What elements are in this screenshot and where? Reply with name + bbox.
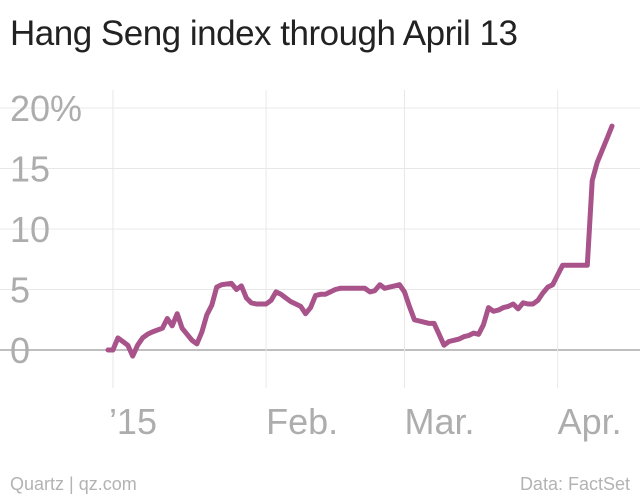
x-tick-label: Mar. <box>404 401 474 442</box>
chart-title: Hang Seng index through April 13 <box>10 14 518 53</box>
axis-tick-labels: 0 5 10 15 20% ’15 Feb. Mar. Apr. <box>10 88 622 442</box>
y-tick-label: 20% <box>10 88 82 129</box>
x-tick-label: Apr. <box>558 401 622 442</box>
series-layer <box>105 123 615 359</box>
x-tick-label: Feb. <box>266 401 338 442</box>
series-line <box>105 123 615 359</box>
x-tick-label: ’15 <box>109 401 157 442</box>
source-credit: Quartz | qz.com <box>10 474 137 494</box>
data-source: Data: FactSet <box>519 474 630 494</box>
y-tick-label: 15 <box>10 149 50 190</box>
grid-lines <box>0 90 640 388</box>
y-tick-label: 0 <box>10 330 30 371</box>
y-tick-label: 5 <box>10 270 30 311</box>
y-tick-label: 10 <box>10 209 50 250</box>
